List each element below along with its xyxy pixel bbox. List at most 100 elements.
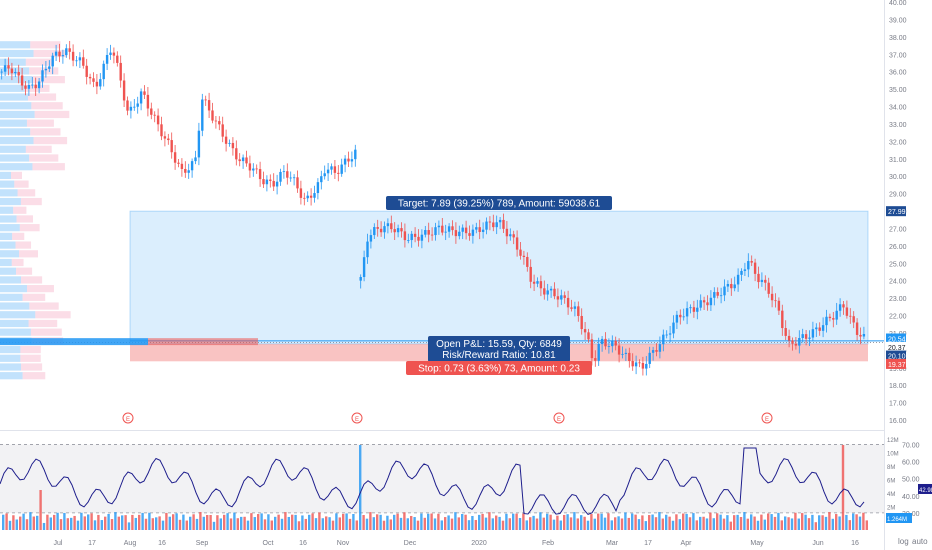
volume-bar	[189, 516, 192, 530]
candle-body	[736, 274, 740, 285]
volume-bar	[447, 515, 450, 530]
candle-body	[573, 306, 577, 309]
candle-body	[262, 179, 265, 185]
candle-body	[750, 261, 753, 263]
log-toggle[interactable]: log	[898, 537, 909, 546]
volume-bar	[192, 514, 195, 530]
volume-bar	[539, 512, 542, 530]
volume-bar	[685, 513, 688, 530]
candle-body	[740, 270, 743, 275]
candle-body	[323, 173, 326, 177]
candle-body	[347, 158, 350, 162]
volume-bar	[852, 513, 855, 530]
price-axis[interactable]: 40.00 39.00 38.00 37.00 36.00 35.00 34.00 33.00…	[886, 0, 907, 425]
price-tick-label: 34.00	[889, 105, 907, 112]
volume-profile-up	[0, 285, 27, 293]
volume-bar	[212, 521, 216, 530]
candle-body	[672, 322, 675, 334]
volume-bar	[457, 517, 460, 530]
volume-bar	[280, 518, 284, 530]
volume-bar	[22, 513, 25, 530]
volume-bar	[481, 513, 484, 530]
volume-profile-up	[0, 76, 33, 84]
volume-bar	[294, 514, 297, 530]
volume-profile-up	[0, 354, 21, 362]
auto-toggle[interactable]: auto	[912, 537, 928, 546]
candle-body	[515, 237, 519, 250]
candle-body	[441, 225, 444, 233]
volume-bar	[695, 520, 698, 530]
candle-body	[396, 228, 400, 233]
volume-bar	[566, 514, 569, 530]
candle-body	[747, 261, 750, 270]
volume-bar	[246, 520, 250, 530]
candle-body	[485, 221, 488, 230]
volume-bar	[433, 518, 437, 530]
price-tick-label: 33.00	[889, 122, 907, 129]
price-tick-label: 39.00	[889, 17, 907, 24]
candle-body	[177, 162, 180, 164]
stop-price-tag-text: 19.37	[888, 362, 906, 369]
volume-bar	[444, 517, 447, 530]
volume-bar	[532, 515, 535, 530]
volume-last-tag-bg	[886, 513, 912, 523]
candle-body	[403, 231, 407, 241]
volume-profile-up	[0, 302, 30, 310]
volume-bar	[512, 513, 515, 530]
candle-body	[393, 229, 396, 233]
volume-bar	[175, 513, 178, 530]
volume-bar	[216, 515, 219, 530]
candle-body	[835, 310, 838, 320]
candle-body	[156, 115, 160, 125]
candle-body	[37, 81, 41, 89]
candle-body	[99, 79, 102, 87]
volume-bar	[811, 514, 814, 530]
volume-bar	[461, 514, 464, 530]
volume-bar	[505, 513, 508, 530]
volume-profile-up	[0, 276, 22, 284]
upper-stop-tag-bg	[886, 350, 906, 361]
volume-profile-down	[22, 372, 46, 380]
candle-body	[852, 316, 855, 323]
volume-bar	[172, 514, 175, 530]
volume-profile-down	[21, 276, 43, 284]
candle-body	[815, 327, 818, 330]
candle-body	[373, 227, 376, 236]
candle-body	[359, 277, 362, 281]
volume-bar	[15, 519, 18, 530]
time-axis[interactable]: Jul 17 Aug 16 Sep Oct 16 Nov Dec 2020 Feb Mar 17 Apr M…	[54, 540, 859, 547]
volume-bar	[563, 514, 566, 530]
candle-body	[526, 256, 529, 267]
candle-body	[631, 360, 634, 367]
volume-bar	[818, 515, 821, 530]
volume-bar	[467, 520, 471, 530]
candle-body	[471, 229, 475, 236]
price-pane[interactable]: Target: 7.89 (39.25%) 789, Amount: 59038…	[0, 0, 885, 550]
volume-bar	[491, 518, 494, 530]
volume-profile-poc	[0, 338, 148, 346]
candle-body	[313, 193, 316, 198]
volume-profile-up	[0, 241, 16, 249]
candle-body	[201, 99, 204, 131]
candle-body	[427, 230, 430, 235]
indicator-pane[interactable]: 70.0060.0050.0040.0030.0012M10M8M6M4M2M4…	[0, 438, 932, 530]
volume-profile-down	[28, 93, 57, 101]
volume-profile-up	[0, 189, 18, 197]
volume-bar	[229, 518, 233, 530]
candle-body	[269, 179, 272, 181]
candle-body	[235, 148, 238, 160]
volume-bar	[202, 516, 205, 530]
candle-body	[560, 295, 563, 300]
volume-bar	[756, 520, 760, 530]
volume-profile-down	[11, 258, 24, 267]
volume-profile-up	[0, 180, 15, 188]
volume-bar	[603, 517, 607, 530]
candle-body	[41, 70, 44, 82]
volume-bar	[610, 520, 613, 530]
volume-bar	[155, 517, 158, 530]
candle-body	[549, 288, 553, 291]
volume-bar	[583, 516, 586, 530]
volume-profile-up	[0, 84, 25, 92]
candle-body	[475, 227, 478, 230]
